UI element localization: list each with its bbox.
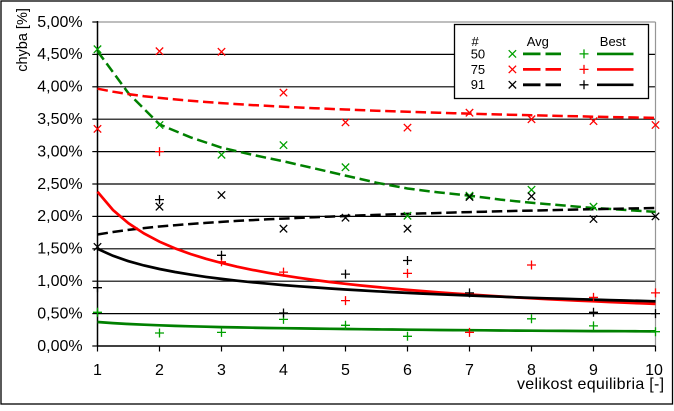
svg-text:75: 75 [471, 62, 485, 77]
svg-text:5: 5 [341, 362, 350, 379]
svg-text:10: 10 [645, 362, 663, 379]
svg-text:#: # [472, 34, 480, 49]
svg-text:0,00%: 0,00% [37, 338, 82, 355]
svg-text:3: 3 [217, 362, 226, 379]
svg-text:50: 50 [471, 47, 485, 62]
svg-text:1,00%: 1,00% [37, 273, 82, 290]
svg-text:Best: Best [600, 34, 626, 49]
svg-text:2: 2 [155, 362, 164, 379]
svg-text:91: 91 [471, 77, 485, 92]
svg-text:6: 6 [403, 362, 412, 379]
svg-text:1: 1 [93, 362, 102, 379]
svg-text:1,50%: 1,50% [37, 241, 82, 258]
svg-text:velikost equilibria [-]: velikost equilibria [-] [517, 376, 664, 393]
svg-text:4: 4 [279, 362, 288, 379]
svg-text:8: 8 [527, 362, 536, 379]
svg-text:3,00%: 3,00% [37, 143, 82, 160]
svg-text:4,00%: 4,00% [37, 79, 82, 96]
svg-text:0,50%: 0,50% [37, 305, 82, 322]
svg-text:3,50%: 3,50% [37, 111, 82, 128]
svg-text:2,50%: 2,50% [37, 176, 82, 193]
svg-text:7: 7 [465, 362, 474, 379]
svg-text:4,50%: 4,50% [37, 46, 82, 63]
svg-text:9: 9 [589, 362, 598, 379]
svg-text:5,00%: 5,00% [37, 14, 82, 31]
svg-text:chyba [%]: chyba [%] [15, 8, 31, 72]
svg-text:Avg: Avg [527, 34, 549, 49]
svg-text:2,00%: 2,00% [37, 208, 82, 225]
